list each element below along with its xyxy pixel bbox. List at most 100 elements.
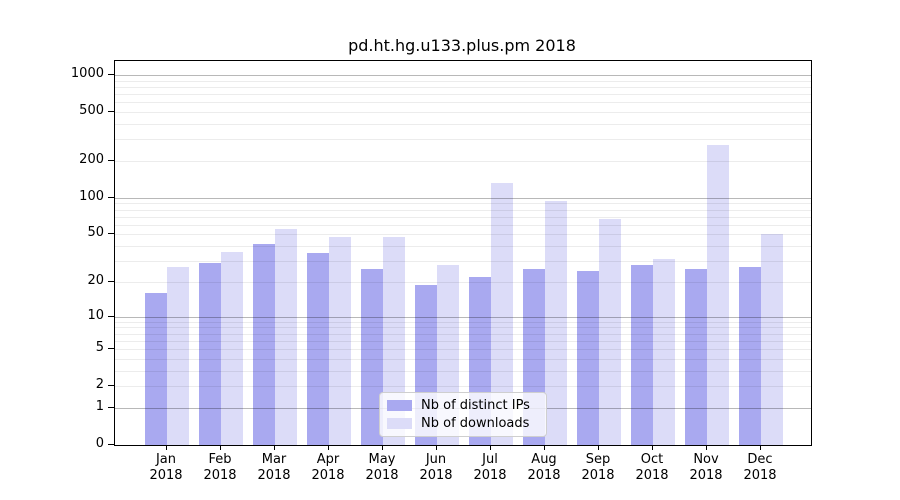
- y-tick-mark: [108, 280, 114, 282]
- gridline-major: [115, 75, 811, 76]
- y-tick-label: 1000: [70, 66, 104, 81]
- x-tick-mark: [328, 445, 329, 450]
- legend-label-distinct-ips: Nb of distinct IPs: [421, 398, 530, 413]
- gridline-minor: [115, 102, 811, 104]
- gridline-minor: [115, 333, 811, 335]
- x-tick-label-feb: Feb 2018: [190, 452, 250, 484]
- x-tick-month: Oct: [640, 452, 664, 467]
- gridline-minor: [115, 124, 811, 125]
- x-tick-mark: [544, 445, 545, 450]
- x-tick-year: 2018: [581, 468, 615, 483]
- x-tick-year: 2018: [419, 468, 453, 483]
- y-tick-label: 20: [87, 272, 104, 288]
- y-tick-label: 200: [79, 152, 104, 167]
- x-tick-year: 2018: [689, 468, 723, 483]
- x-tick-label-nov: Nov 2018: [676, 452, 736, 484]
- gridline-minor: [115, 234, 811, 236]
- x-tick-month: Aug: [531, 452, 557, 467]
- y-tick-label: 0: [95, 436, 104, 451]
- bar-distinct-ips-dec: [739, 266, 761, 445]
- x-tick-month: Jun: [425, 452, 447, 467]
- x-tick-month: Jan: [155, 452, 177, 467]
- gridline-minor: [115, 340, 811, 342]
- x-tick-mark: [274, 445, 275, 450]
- x-tick-year: 2018: [149, 468, 183, 483]
- x-tick-month: Apr: [316, 452, 340, 467]
- bar-downloads-dec: [761, 234, 783, 445]
- x-tick-label-may: May 2018: [352, 452, 412, 484]
- x-tick-year: 2018: [743, 468, 777, 483]
- x-tick-year: 2018: [311, 468, 345, 483]
- gridline-minor: [115, 349, 811, 350]
- bar-downloads-sep: [599, 219, 621, 445]
- gridline-minor: [115, 94, 811, 96]
- x-tick-label-sep: Sep 2018: [568, 452, 628, 484]
- y-tick-mark: [108, 385, 114, 387]
- gridline-minor: [115, 281, 811, 283]
- y-tick-mark: [108, 196, 114, 198]
- x-tick-mark: [652, 445, 653, 450]
- y-tick-label: 500: [79, 103, 104, 119]
- y-tick-label: 5: [95, 340, 104, 355]
- gridline-minor: [115, 261, 811, 263]
- x-tick-mark: [490, 445, 491, 450]
- gridline-minor: [115, 386, 811, 388]
- gridline-major: [115, 197, 811, 199]
- x-tick-month: Jul: [482, 452, 498, 467]
- bar-distinct-ips-sep: [577, 270, 599, 445]
- x-tick-mark: [220, 445, 221, 450]
- x-tick-month: Nov: [693, 452, 719, 467]
- gridline-minor: [115, 370, 811, 372]
- bar-downloads-jan: [167, 266, 189, 445]
- x-tick-mark: [598, 445, 599, 450]
- x-tick-month: Mar: [261, 452, 287, 467]
- gridline-minor: [115, 246, 811, 248]
- bar-downloads-oct: [653, 259, 675, 445]
- x-tick-label-mar: Mar 2018: [244, 452, 304, 484]
- gridline-major: [115, 316, 811, 318]
- gridline-minor: [115, 327, 811, 329]
- x-tick-mark: [436, 445, 437, 450]
- x-tick-year: 2018: [527, 468, 561, 483]
- y-tick-label: 50: [87, 225, 104, 241]
- gridline-minor: [115, 216, 811, 218]
- chart-title: pd.ht.hg.u133.plus.pm 2018: [348, 36, 576, 55]
- bar-distinct-ips-oct: [631, 264, 653, 445]
- x-tick-label-jun: Jun 2018: [406, 452, 466, 484]
- y-tick-mark: [108, 406, 114, 408]
- x-tick-month: Sep: [585, 452, 611, 467]
- x-tick-year: 2018: [635, 468, 669, 483]
- gridline-minor: [115, 321, 811, 323]
- gridline-minor: [115, 161, 811, 162]
- bar-downloads-apr: [329, 236, 351, 445]
- x-tick-label-jul: Jul 2018: [460, 452, 520, 484]
- y-tick-label: 2: [95, 377, 104, 393]
- y-tick-mark: [108, 160, 114, 161]
- legend-item-distinct-ips: Nb of distinct IPs: [380, 398, 546, 413]
- x-tick-mark: [706, 445, 707, 450]
- bar-distinct-ips-feb: [199, 262, 221, 445]
- gridline-minor: [115, 203, 811, 205]
- x-tick-label-jan: Jan 2018: [136, 452, 196, 484]
- bar-downloads-aug: [545, 200, 567, 445]
- gridline-minor: [115, 224, 811, 226]
- x-tick-label-oct: Oct 2018: [622, 452, 682, 484]
- gridline-minor: [115, 139, 811, 141]
- x-tick-month: Dec: [747, 452, 773, 467]
- y-tick-label: 1: [95, 398, 104, 414]
- bar-distinct-ips-nov: [685, 268, 707, 445]
- bar-distinct-ips-mar: [253, 243, 275, 445]
- x-tick-label-apr: Apr 2018: [298, 452, 358, 484]
- y-tick-mark: [108, 444, 114, 445]
- plot-area: [114, 60, 812, 446]
- gridline-minor: [115, 112, 811, 114]
- gridline-minor: [115, 209, 811, 211]
- bar-distinct-ips-may: [361, 268, 383, 445]
- gridline-minor: [115, 86, 811, 88]
- x-tick-year: 2018: [473, 468, 507, 483]
- bar-downloads-feb: [221, 251, 243, 445]
- bar-downloads-mar: [275, 229, 297, 445]
- x-tick-year: 2018: [203, 468, 237, 483]
- bar-downloads-nov: [707, 145, 729, 445]
